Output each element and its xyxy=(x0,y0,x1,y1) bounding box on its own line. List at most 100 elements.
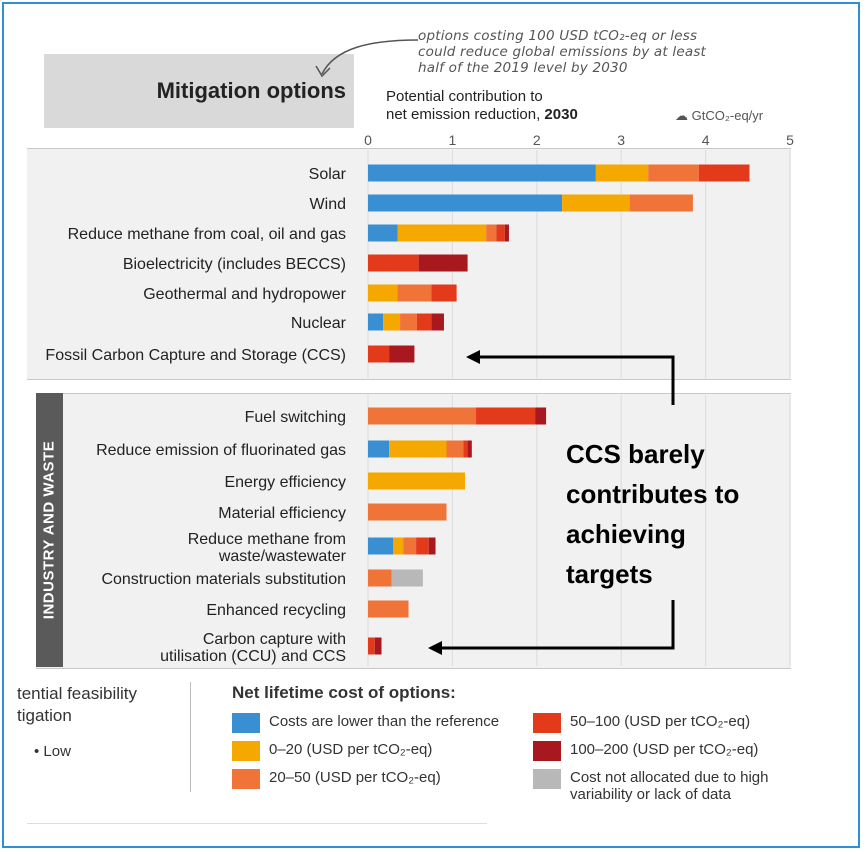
bar-segment-lower xyxy=(368,537,394,555)
bar-segment-c100_200 xyxy=(389,345,415,363)
legend-title: Net lifetime cost of options: xyxy=(232,683,456,702)
x-tick-label: 0 xyxy=(364,132,372,148)
legend-swatch-20-50 xyxy=(232,769,260,789)
category-label: Bioelectricity (includes BECCS) xyxy=(123,256,346,273)
bar-segment-c50_100 xyxy=(476,407,536,425)
annotation-note: options costing 100 USD tCO₂-eq or less … xyxy=(418,28,707,76)
bar-segment-c100_200 xyxy=(535,407,547,425)
category-label-layer: Solar Wind Reduce methane from coal, oil a… xyxy=(45,166,346,665)
bar-segment-c20_50 xyxy=(629,194,693,212)
x-tick-label: 1 xyxy=(449,132,457,148)
ccs-callout: CCS barely contributes to achieving targ… xyxy=(566,439,740,589)
bar-segment-na xyxy=(391,569,423,587)
legend-item-100-200: 100–200 (USD per tCO₂-eq) xyxy=(533,741,758,761)
axis-title-prefix: net emission reduction, xyxy=(386,106,545,123)
tick-layer: 0 1 2 3 4 5 xyxy=(364,132,794,148)
ccu-arrow-head xyxy=(428,641,442,655)
bar-segment-lower xyxy=(368,224,398,242)
bar-segment-c50_100 xyxy=(416,537,429,555)
category-label: Reduce emission of fluorinated gas xyxy=(96,442,346,459)
ccs-arrow-head xyxy=(466,350,480,364)
legend-label-50-100: 50–100 (USD per tCO₂-eq) xyxy=(570,713,751,730)
bar-segment-c20_50 xyxy=(486,224,497,242)
legend-item-20-50: 20–50 (USD per tCO₂-eq) xyxy=(232,769,441,789)
legend-divider xyxy=(190,682,191,792)
legend-item-not-allocated: Cost not allocated due to high variabili… xyxy=(533,769,823,803)
category-label: Nuclear xyxy=(291,315,347,332)
unit-label: ☁ GtCO₂-eq/yr xyxy=(675,108,763,124)
legend-item-lower: Costs are lower than the reference xyxy=(232,713,499,733)
industry-waste-panel xyxy=(36,393,791,669)
curved-arrow-head xyxy=(315,65,331,78)
legend-swatch-0-20 xyxy=(232,741,260,761)
legend-item-0-20: 0–20 (USD per tCO₂-eq) xyxy=(232,741,432,761)
bar-segment-c0_20 xyxy=(595,164,649,182)
bar-segment-c0_20 xyxy=(368,284,398,302)
title-box: Mitigation options xyxy=(44,54,354,128)
legend-label-lower: Costs are lower than the reference xyxy=(269,713,500,730)
bar-segment-c100_200 xyxy=(504,224,509,242)
bar-layer xyxy=(368,164,750,655)
feasibility-low: • Low xyxy=(34,743,71,760)
bar-segment-c50_100 xyxy=(368,637,375,655)
ccu-pointer-arrow xyxy=(440,600,675,650)
bar-segment-c20_50 xyxy=(446,440,464,458)
axis-title-year: 2030 xyxy=(544,106,578,123)
bar-segment-c0_20 xyxy=(383,313,401,331)
legend-label-100-200: 100–200 (USD per tCO₂-eq) xyxy=(570,741,759,758)
bar-segment-c20_50 xyxy=(368,569,392,587)
bar-segment-c20_50 xyxy=(400,313,417,331)
category-label: Solar xyxy=(309,166,347,183)
axis-title-line1: Potential contribution to xyxy=(386,88,543,105)
bar-segment-c20_50 xyxy=(403,537,417,555)
bar-segment-c50_100 xyxy=(496,224,505,242)
chart-title: Mitigation options xyxy=(156,78,346,103)
sector-strip xyxy=(36,393,63,667)
category-label: Wind xyxy=(310,196,346,213)
cloud-icon: ☁ xyxy=(675,108,688,123)
legend-item-50-100: 50–100 (USD per tCO₂-eq) xyxy=(533,713,750,733)
ccs-pointer-arrow xyxy=(478,355,675,405)
arrow-layer xyxy=(315,39,675,655)
category-label: Material efficiency xyxy=(218,505,346,522)
bar-segment-c50_100 xyxy=(368,254,419,272)
bar-segment-c0_20 xyxy=(389,440,447,458)
feasibility-title-line1: tential feasibility xyxy=(17,684,138,703)
feasibility-title-line2: tigation xyxy=(17,706,72,725)
bar-segment-c0_20 xyxy=(393,537,404,555)
bar-segment-c100_200 xyxy=(418,254,468,272)
curved-annotation-arrow xyxy=(321,39,419,75)
bar-segment-c0_20 xyxy=(368,472,466,490)
bar-segment-c100_200 xyxy=(431,313,444,331)
legend-swatch-100-200 xyxy=(533,741,561,761)
legend-swatch-lower xyxy=(232,713,260,733)
bottom-rule xyxy=(27,823,487,824)
bar-segment-c20_50 xyxy=(648,164,699,182)
category-label: Carbon capture with utilisation (CCU) and… xyxy=(160,631,346,665)
x-tick-label: 5 xyxy=(786,132,794,148)
feasibility-title: tential feasibility tigation xyxy=(17,683,137,727)
bar-segment-lower xyxy=(368,313,384,331)
bar-segment-lower xyxy=(368,194,563,212)
unit-text: GtCO₂-eq/yr xyxy=(691,108,764,123)
bar-segment-c0_20 xyxy=(562,194,630,212)
category-label: Reduce methane from waste/wastewater xyxy=(188,531,347,565)
legend-swatch-not-allocated xyxy=(533,769,561,789)
legend-label-not-allocated: Cost not allocated due to high variabili… xyxy=(570,769,769,803)
bar-segment-lower xyxy=(368,440,390,458)
bar-segment-c50_100 xyxy=(416,313,432,331)
bar-segment-c0_20 xyxy=(397,224,487,242)
x-tick-label: 4 xyxy=(702,132,710,148)
bar-segment-c100_200 xyxy=(374,637,382,655)
category-label: Reduce methane from coal, oil and gas xyxy=(68,226,346,243)
bar-segment-c50_100 xyxy=(698,164,750,182)
x-tick-label: 3 xyxy=(617,132,625,148)
legend-label-20-50: 20–50 (USD per tCO₂-eq) xyxy=(269,769,441,786)
category-label: Enhanced recycling xyxy=(206,602,346,619)
bar-segment-c100_200 xyxy=(428,537,436,555)
legend-swatch-50-100 xyxy=(533,713,561,733)
axis-title-line2: net emission reduction, 2030 xyxy=(386,106,578,123)
bar-segment-c20_50 xyxy=(368,600,409,618)
